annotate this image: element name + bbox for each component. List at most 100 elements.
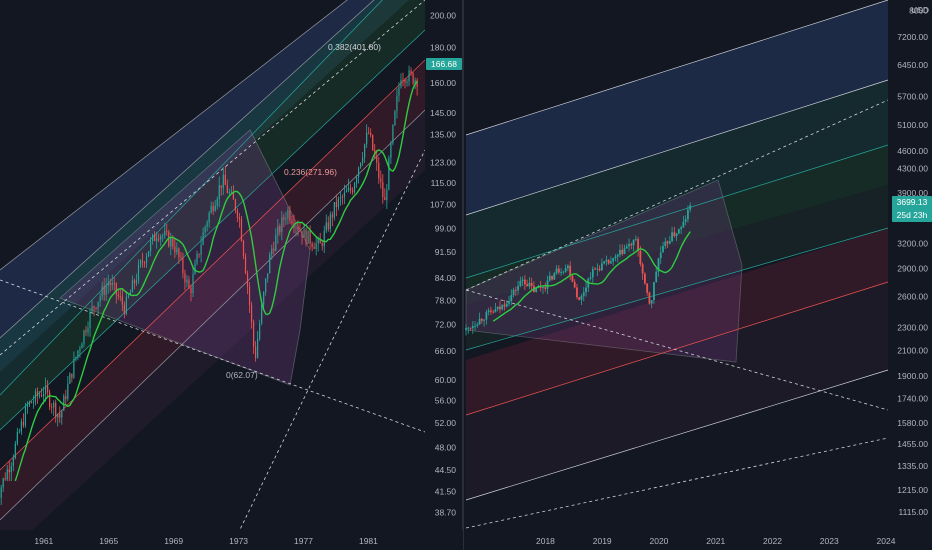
- candle-body: [160, 236, 162, 240]
- y-tick-label: 60.00: [435, 375, 457, 385]
- right-fib-fan-arc: [465, 179, 743, 363]
- candle-body: [596, 268, 599, 270]
- candle-body: [625, 246, 628, 249]
- candle-body: [287, 209, 289, 219]
- candle-body: [546, 280, 549, 289]
- left-pane[interactable]: 0.382(401.80) 0.236(271.96) 0(62.07): [0, 0, 426, 550]
- candle-body: [166, 231, 168, 232]
- candle-body: [517, 285, 519, 291]
- candle-body: [0, 487, 2, 498]
- x-tick-label: 2021: [706, 536, 725, 546]
- candle-body: [510, 295, 513, 301]
- fib-band-red: [0, 60, 425, 520]
- candle-body: [380, 178, 382, 182]
- candle-body: [143, 262, 146, 264]
- candle-body: [42, 393, 45, 397]
- candle-body: [81, 343, 83, 349]
- candle-body: [154, 234, 156, 241]
- candle-body: [129, 292, 132, 296]
- candle-body: [49, 392, 51, 407]
- right-price-axis[interactable]: 8000 7200.00 6450.00 5700.00 5100.00 4600.00 4…: [888, 0, 932, 530]
- candle-body: [69, 373, 71, 384]
- candle-body: [230, 191, 232, 193]
- candle-body: [327, 222, 329, 230]
- candle-body: [121, 296, 123, 305]
- candle-body: [388, 157, 390, 190]
- candle-body: [53, 402, 55, 408]
- candle-body: [576, 287, 578, 298]
- candle-body: [659, 252, 662, 259]
- candle-body: [156, 238, 158, 241]
- candle-body: [218, 185, 220, 200]
- moving-average-line: [492, 231, 691, 322]
- candle-body: [214, 205, 216, 211]
- candle-body: [248, 286, 251, 305]
- candle-body: [370, 133, 372, 136]
- candle-body: [687, 209, 689, 220]
- candle-body: [119, 296, 121, 297]
- candle-body: [569, 265, 572, 276]
- candle-body: [20, 421, 22, 432]
- candle-body: [63, 396, 65, 411]
- right-line-2: [465, 79, 889, 216]
- candle-body: [289, 209, 291, 221]
- candle-body: [345, 191, 348, 193]
- candle-body: [83, 330, 85, 344]
- candle-body: [190, 288, 192, 293]
- y-tick-label: 72.00: [435, 320, 457, 330]
- candle-body: [343, 192, 346, 198]
- fib-band-green: [0, 0, 425, 430]
- candle-body: [414, 80, 416, 84]
- channel-line-4: [0, 29, 426, 431]
- candle-body: [496, 306, 499, 310]
- x-tick-label: 1965: [99, 536, 118, 546]
- candle-body: [65, 396, 67, 400]
- y-tick-label: 2300.00: [897, 323, 928, 333]
- candle-body: [34, 391, 37, 402]
- candle-body: [689, 205, 692, 210]
- candle-body: [564, 268, 567, 272]
- right-time-axis[interactable]: 2018 2019 2020 2021 2022 2023 2024: [465, 530, 932, 550]
- candle-body: [325, 222, 327, 231]
- candle-body: [145, 256, 148, 264]
- candle-body: [680, 227, 683, 230]
- candle-body: [216, 199, 218, 206]
- right-pane[interactable]: [465, 0, 889, 529]
- candle-body: [519, 280, 522, 286]
- candle-body: [503, 304, 506, 307]
- candle-body: [530, 282, 533, 286]
- candle-body: [210, 206, 212, 213]
- candle-body: [257, 338, 259, 358]
- right-last-price: 3699.13: [897, 197, 928, 207]
- candle-body: [521, 279, 524, 281]
- candle-body: [224, 174, 226, 185]
- candle-body: [571, 275, 574, 282]
- trend-dashed-lower: [229, 149, 426, 550]
- candle-body: [226, 184, 228, 193]
- candle-body: [612, 258, 615, 262]
- candle-body: [321, 243, 323, 246]
- candle-body: [416, 80, 418, 87]
- candle-body: [465, 328, 467, 330]
- candle-body: [664, 241, 667, 247]
- y-tick-label: 107.00: [430, 200, 456, 210]
- left-price-axis[interactable]: 200.00 180.00 160.00 145.00 135.00 123.00 115.…: [425, 0, 463, 530]
- candle-body: [91, 306, 93, 312]
- candle-body: [111, 282, 113, 286]
- left-time-axis[interactable]: 1961 1965 1969 1973 1977 1981: [0, 530, 463, 550]
- candle-body: [557, 268, 560, 273]
- candle-body: [662, 246, 664, 253]
- candle-body: [101, 286, 103, 297]
- candle-body: [682, 221, 685, 228]
- candle-body: [61, 410, 63, 418]
- candle-body: [158, 238, 160, 240]
- x-tick-label: 2024: [877, 536, 896, 546]
- candle-body: [526, 284, 529, 287]
- candle-body: [22, 421, 24, 426]
- candle-body: [548, 275, 551, 281]
- y-tick-label: 3200.00: [897, 239, 928, 249]
- candle-body: [544, 287, 547, 289]
- y-tick-label: 8000: [909, 5, 928, 15]
- candle-body: [555, 268, 558, 274]
